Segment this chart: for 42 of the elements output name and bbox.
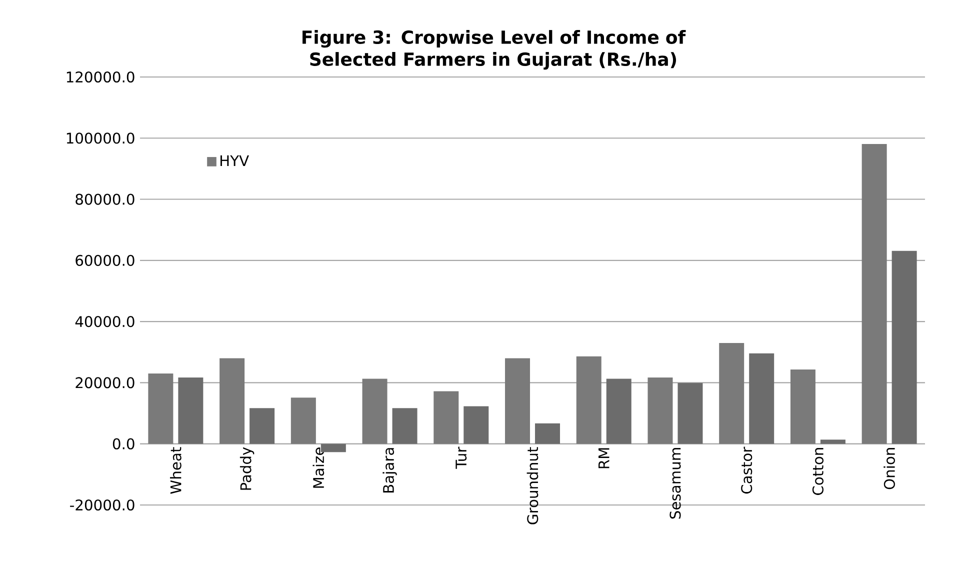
x-tick-label: Onion: [884, 448, 895, 490]
y-tick-label: 0.0: [112, 438, 134, 450]
y-tick-label: -20000.0: [70, 499, 134, 511]
x-tick-label: Maize: [312, 448, 324, 488]
y-tick-label: 40000.0: [75, 316, 134, 328]
y-tick-label: 100000.0: [66, 132, 134, 144]
y-tick-label: 120000.0: [66, 71, 134, 83]
x-tick-label: Sesamum: [670, 448, 681, 519]
bar: [178, 378, 204, 444]
bar: [820, 440, 846, 444]
bar: [290, 398, 316, 444]
x-tick-label: Wheat: [170, 447, 182, 494]
chart-title: Figure 3: Cropwise Level of Income of Selected Farmers in Gujarat (Rs./ha): [302, 30, 686, 70]
x-tick-label: Paddy: [240, 447, 254, 490]
bar: [434, 391, 459, 444]
bar: [606, 378, 632, 444]
x-tick-label: RM: [598, 448, 610, 468]
y-tick-label: 60000.0: [76, 254, 134, 266]
x-tick-label: Cotton: [812, 448, 824, 495]
bar: [535, 423, 560, 444]
bar: [250, 408, 275, 444]
bar: [790, 370, 816, 444]
y-tick-label: 20000.0: [76, 377, 134, 388]
bar: [678, 383, 703, 444]
bar: [648, 378, 673, 444]
bar: [464, 406, 489, 444]
bar: [749, 353, 774, 444]
bar: [719, 342, 744, 444]
x-tick-label: Groundnut: [526, 447, 538, 524]
bar: [148, 374, 174, 444]
bar: [576, 356, 602, 444]
x-tick-label: Bajara: [382, 448, 397, 492]
bar: [862, 144, 887, 444]
bar: [220, 358, 245, 444]
bar: [505, 358, 530, 444]
x-tick-label: Castor: [741, 446, 752, 494]
bar: [362, 378, 388, 444]
bar: [392, 408, 418, 444]
legend-label: HYV: [220, 155, 249, 166]
x-tick-label: Tur: [456, 446, 467, 469]
bar: [892, 250, 917, 444]
y-tick-label: 80000.0: [76, 194, 134, 205]
